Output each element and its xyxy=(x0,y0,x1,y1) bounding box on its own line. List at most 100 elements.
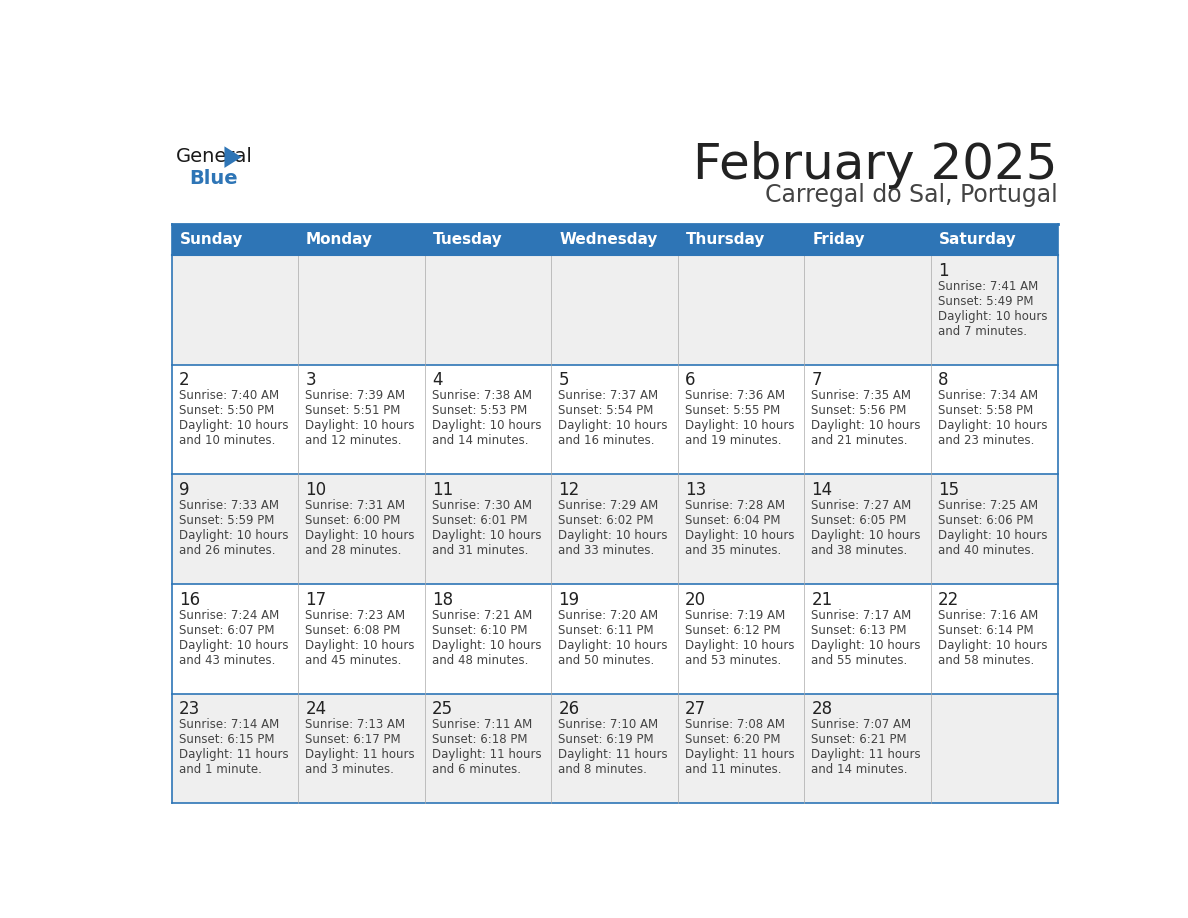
Text: 23: 23 xyxy=(178,700,200,719)
Text: Sunset: 6:07 PM: Sunset: 6:07 PM xyxy=(178,623,274,636)
Bar xyxy=(678,584,804,693)
Text: and 1 minute.: and 1 minute. xyxy=(178,763,261,777)
Bar xyxy=(172,224,1057,255)
Text: 18: 18 xyxy=(431,591,453,609)
Text: Sunrise: 7:23 AM: Sunrise: 7:23 AM xyxy=(305,609,405,621)
Text: Sunset: 5:50 PM: Sunset: 5:50 PM xyxy=(178,404,274,417)
Text: Sunset: 6:04 PM: Sunset: 6:04 PM xyxy=(685,514,781,527)
Text: 26: 26 xyxy=(558,700,580,719)
Text: Sunrise: 7:08 AM: Sunrise: 7:08 AM xyxy=(685,718,785,731)
Text: Sunrise: 7:38 AM: Sunrise: 7:38 AM xyxy=(431,389,532,402)
Text: Sunrise: 7:39 AM: Sunrise: 7:39 AM xyxy=(305,389,405,402)
Text: Sunset: 6:06 PM: Sunset: 6:06 PM xyxy=(939,514,1034,527)
Text: 9: 9 xyxy=(178,481,189,499)
Text: Tuesday: Tuesday xyxy=(432,232,503,247)
Text: Sunset: 6:08 PM: Sunset: 6:08 PM xyxy=(305,623,400,636)
Text: General: General xyxy=(176,147,253,166)
Text: and 33 minutes.: and 33 minutes. xyxy=(558,543,655,557)
Text: 19: 19 xyxy=(558,591,580,609)
Text: 22: 22 xyxy=(939,591,959,609)
Text: and 38 minutes.: and 38 minutes. xyxy=(811,543,908,557)
Text: Daylight: 10 hours: Daylight: 10 hours xyxy=(939,529,1048,542)
Text: and 35 minutes.: and 35 minutes. xyxy=(685,543,782,557)
Text: and 53 minutes.: and 53 minutes. xyxy=(685,654,782,666)
Text: Sunrise: 7:21 AM: Sunrise: 7:21 AM xyxy=(431,609,532,621)
Bar xyxy=(804,364,931,475)
Text: Sunrise: 7:33 AM: Sunrise: 7:33 AM xyxy=(178,498,279,512)
Text: and 16 minutes.: and 16 minutes. xyxy=(558,434,655,447)
Text: Daylight: 11 hours: Daylight: 11 hours xyxy=(431,748,542,761)
Bar xyxy=(298,255,425,364)
Text: and 55 minutes.: and 55 minutes. xyxy=(811,654,908,666)
Text: 10: 10 xyxy=(305,481,327,499)
Text: and 7 minutes.: and 7 minutes. xyxy=(939,325,1026,338)
Text: Sunset: 5:56 PM: Sunset: 5:56 PM xyxy=(811,404,906,417)
Text: Daylight: 10 hours: Daylight: 10 hours xyxy=(939,309,1048,322)
Text: and 43 minutes.: and 43 minutes. xyxy=(178,654,276,666)
Bar xyxy=(298,364,425,475)
Text: Sunrise: 7:10 AM: Sunrise: 7:10 AM xyxy=(558,718,658,731)
Text: 12: 12 xyxy=(558,481,580,499)
Bar xyxy=(298,584,425,693)
Bar xyxy=(172,584,298,693)
Text: Sunrise: 7:34 AM: Sunrise: 7:34 AM xyxy=(939,389,1038,402)
Text: and 23 minutes.: and 23 minutes. xyxy=(939,434,1035,447)
Text: Sunrise: 7:25 AM: Sunrise: 7:25 AM xyxy=(939,498,1038,512)
Text: 21: 21 xyxy=(811,591,833,609)
Text: Wednesday: Wednesday xyxy=(560,232,657,247)
Text: Sunset: 6:00 PM: Sunset: 6:00 PM xyxy=(305,514,400,527)
Text: Sunset: 6:17 PM: Sunset: 6:17 PM xyxy=(305,733,400,746)
Text: and 45 minutes.: and 45 minutes. xyxy=(305,654,402,666)
Text: and 14 minutes.: and 14 minutes. xyxy=(431,434,529,447)
Bar xyxy=(931,364,1057,475)
Text: Sunrise: 7:24 AM: Sunrise: 7:24 AM xyxy=(178,609,279,621)
Text: Daylight: 10 hours: Daylight: 10 hours xyxy=(178,639,289,652)
Bar xyxy=(425,693,551,803)
Text: 11: 11 xyxy=(431,481,453,499)
Text: Sunset: 6:10 PM: Sunset: 6:10 PM xyxy=(431,623,527,636)
Text: and 40 minutes.: and 40 minutes. xyxy=(939,543,1035,557)
Text: 4: 4 xyxy=(431,372,442,389)
Bar xyxy=(425,255,551,364)
Text: 15: 15 xyxy=(939,481,959,499)
Text: Sunset: 6:02 PM: Sunset: 6:02 PM xyxy=(558,514,653,527)
Text: 28: 28 xyxy=(811,700,833,719)
Text: 20: 20 xyxy=(685,591,706,609)
Text: Daylight: 10 hours: Daylight: 10 hours xyxy=(811,529,921,542)
Text: Sunset: 6:12 PM: Sunset: 6:12 PM xyxy=(685,623,781,636)
Text: Daylight: 10 hours: Daylight: 10 hours xyxy=(431,639,542,652)
Text: Sunset: 5:51 PM: Sunset: 5:51 PM xyxy=(305,404,400,417)
Bar xyxy=(804,693,931,803)
Text: Sunset: 5:49 PM: Sunset: 5:49 PM xyxy=(939,295,1034,308)
Text: Sunset: 6:15 PM: Sunset: 6:15 PM xyxy=(178,733,274,746)
Text: Sunrise: 7:40 AM: Sunrise: 7:40 AM xyxy=(178,389,279,402)
Bar xyxy=(678,255,804,364)
Text: and 50 minutes.: and 50 minutes. xyxy=(558,654,655,666)
Bar xyxy=(298,475,425,584)
Text: Daylight: 10 hours: Daylight: 10 hours xyxy=(558,639,668,652)
Text: Sunset: 6:21 PM: Sunset: 6:21 PM xyxy=(811,733,908,746)
Bar xyxy=(678,364,804,475)
Text: Sunset: 6:11 PM: Sunset: 6:11 PM xyxy=(558,623,653,636)
Text: 3: 3 xyxy=(305,372,316,389)
Text: Sunrise: 7:31 AM: Sunrise: 7:31 AM xyxy=(305,498,405,512)
Text: Daylight: 10 hours: Daylight: 10 hours xyxy=(558,529,668,542)
Text: Daylight: 10 hours: Daylight: 10 hours xyxy=(178,529,289,542)
Text: Daylight: 10 hours: Daylight: 10 hours xyxy=(811,420,921,432)
Text: Sunrise: 7:30 AM: Sunrise: 7:30 AM xyxy=(431,498,532,512)
Bar xyxy=(678,475,804,584)
Text: and 8 minutes.: and 8 minutes. xyxy=(558,763,647,777)
Text: 13: 13 xyxy=(685,481,706,499)
Bar xyxy=(551,255,678,364)
Bar xyxy=(551,364,678,475)
Text: Carregal do Sal, Portugal: Carregal do Sal, Portugal xyxy=(765,184,1057,207)
Bar xyxy=(551,693,678,803)
Text: Sunrise: 7:11 AM: Sunrise: 7:11 AM xyxy=(431,718,532,731)
Text: and 6 minutes.: and 6 minutes. xyxy=(431,763,520,777)
Text: Sunset: 6:14 PM: Sunset: 6:14 PM xyxy=(939,623,1034,636)
Polygon shape xyxy=(225,146,241,168)
Text: Daylight: 10 hours: Daylight: 10 hours xyxy=(685,639,795,652)
Text: Thursday: Thursday xyxy=(685,232,765,247)
Text: and 48 minutes.: and 48 minutes. xyxy=(431,654,529,666)
Text: and 28 minutes.: and 28 minutes. xyxy=(305,543,402,557)
